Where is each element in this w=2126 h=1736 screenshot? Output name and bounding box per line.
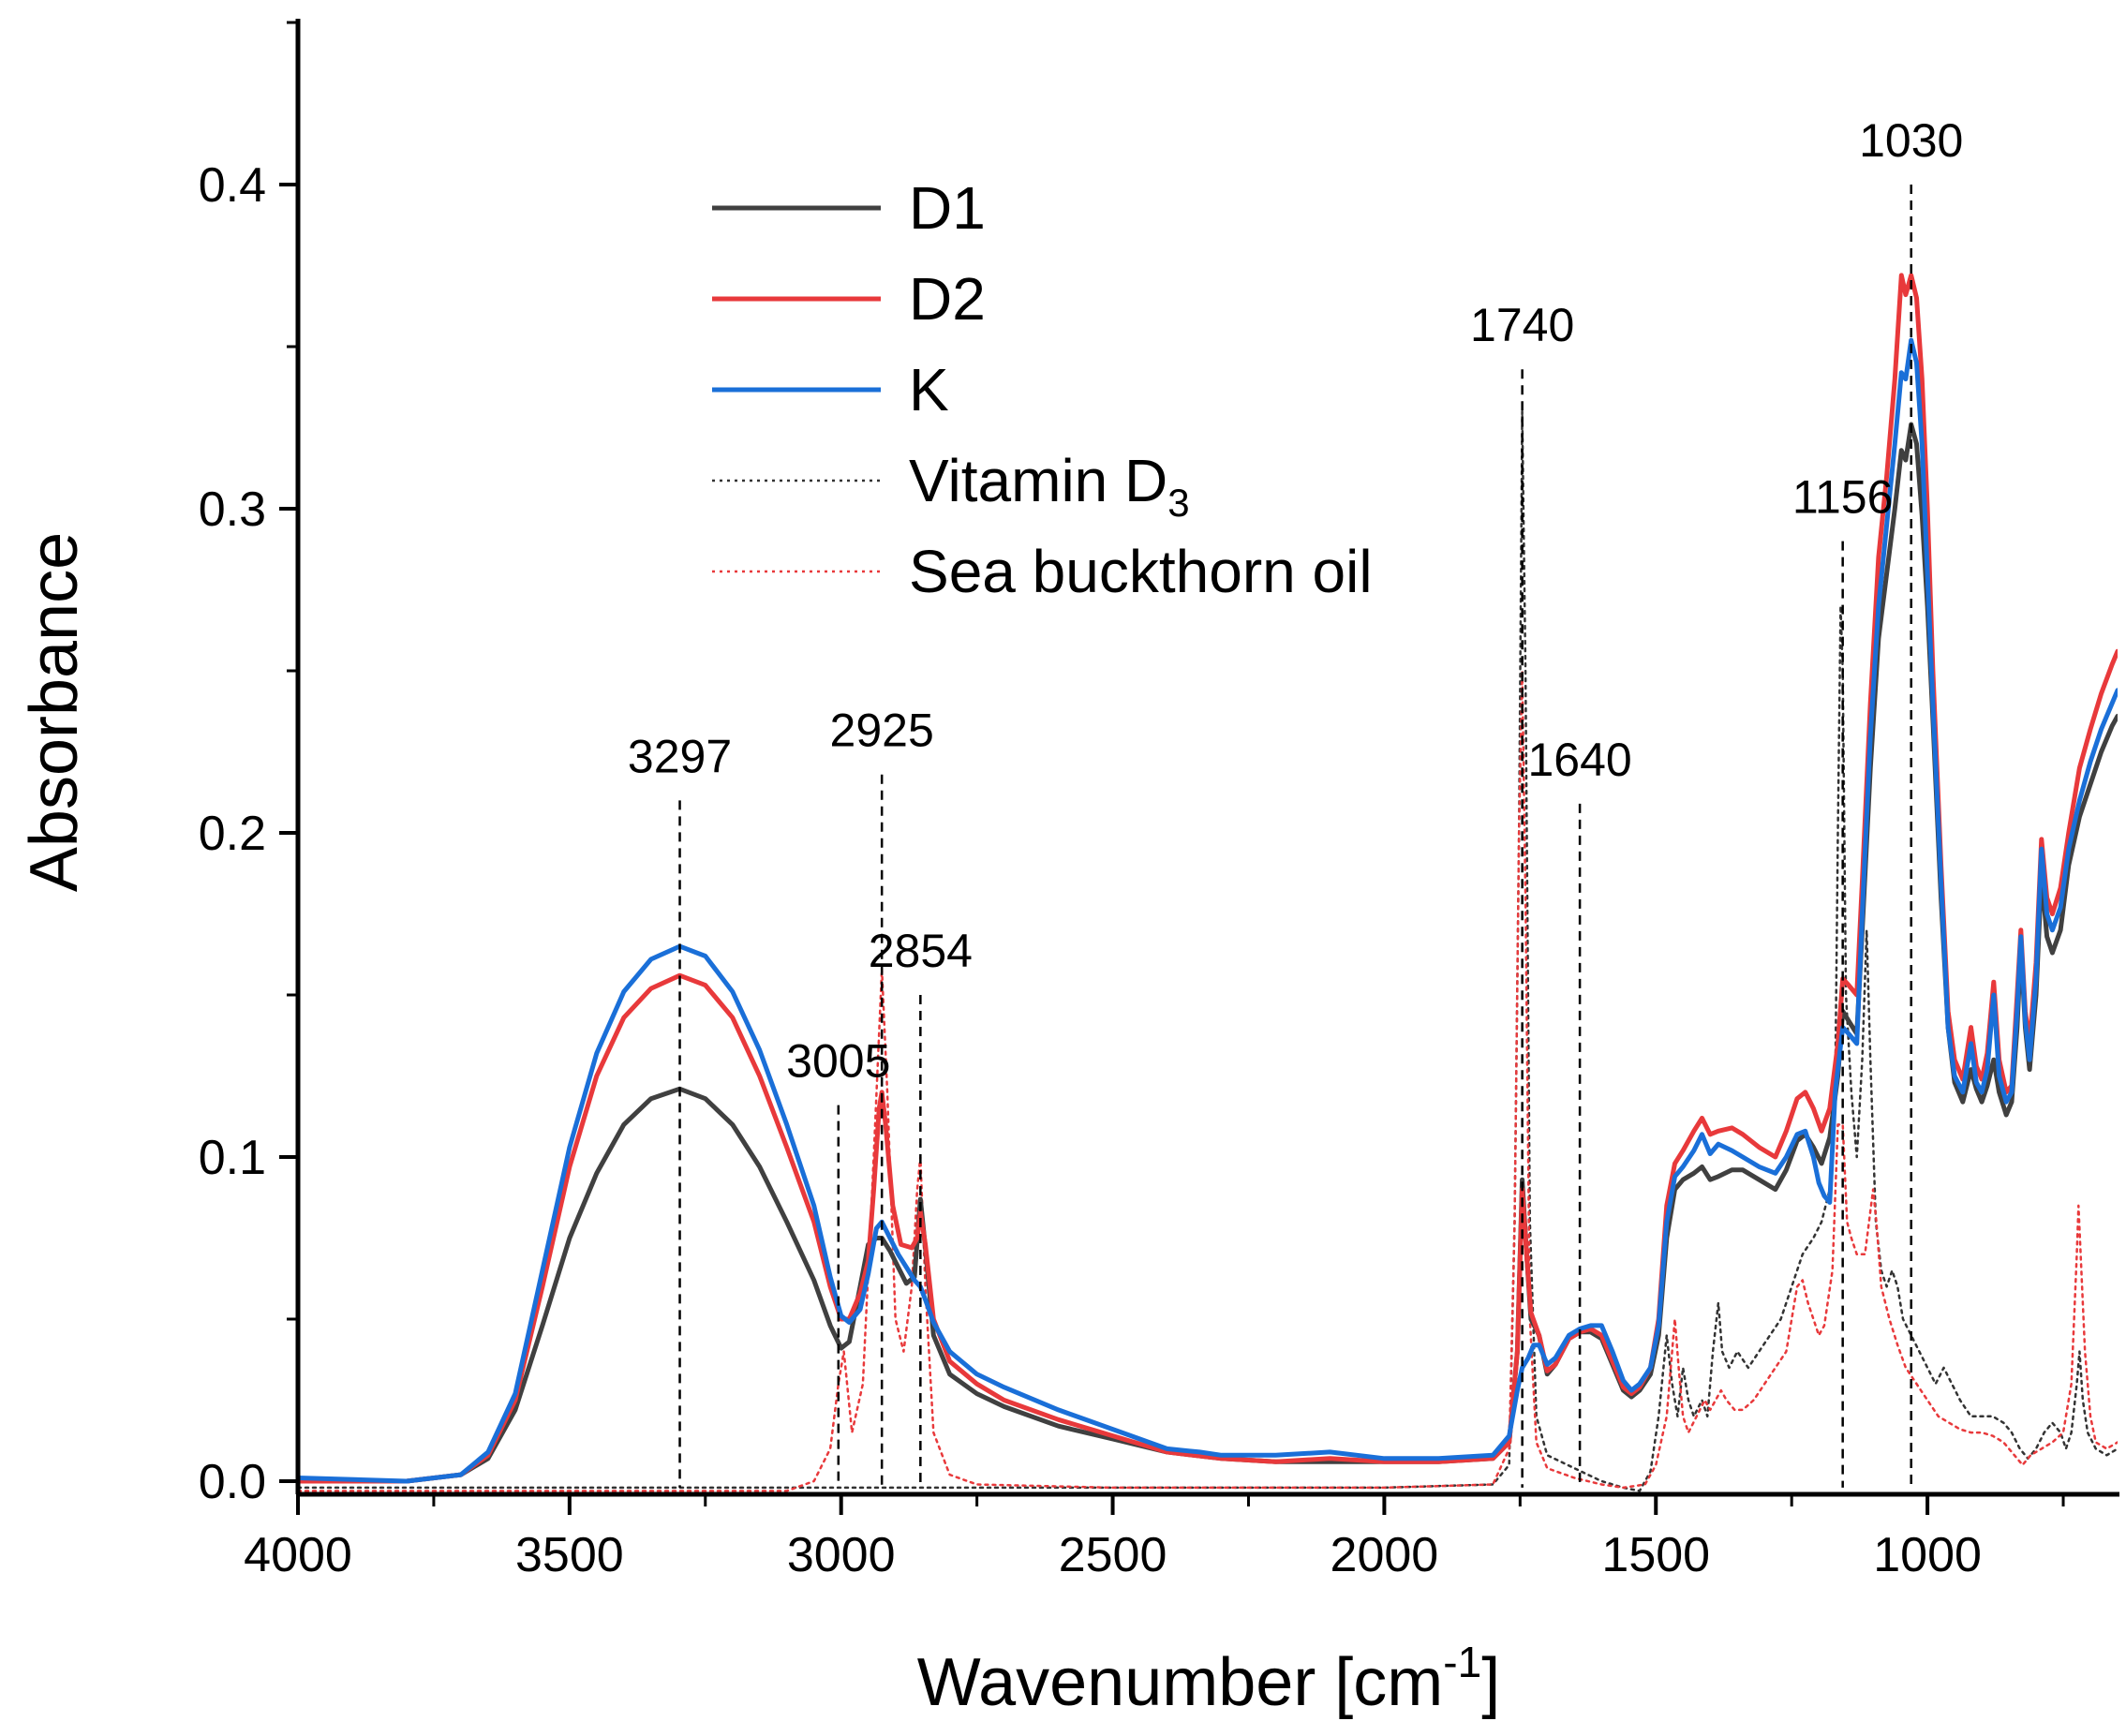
x-tick-label: 4000 — [244, 1528, 352, 1582]
legend-label-vitamin-d: Vitamin D3 — [909, 447, 1190, 525]
series-line-k — [298, 337, 2118, 1484]
peak-label-3005: 3005 — [786, 1035, 890, 1088]
legend: D1 D2 K Vitamin D3 Sea buckthorn oil — [712, 174, 1373, 605]
legend-label-text: D1 — [909, 174, 986, 242]
x-axis-title-main: Wavenumber [cm — [917, 1645, 1443, 1720]
peak-label-1640: 1640 — [1527, 734, 1631, 786]
x-tick-label: 1500 — [1601, 1528, 1710, 1582]
y-tick-label: 0.0 — [199, 1455, 266, 1509]
series-line-vitamin-d3 — [298, 409, 2118, 1492]
x-tick-label: 3500 — [515, 1528, 624, 1582]
x-axis-title-sup: -1 — [1443, 1638, 1481, 1686]
x-axis-title-end: ] — [1481, 1645, 1500, 1720]
series-line-sea-buckthorn-oil — [298, 669, 2118, 1492]
peak-label-1740: 1740 — [1470, 299, 1574, 351]
peak-label-2925: 2925 — [830, 705, 934, 757]
legend-label-text: Vitamin D — [909, 447, 1167, 514]
legend-label-k: K — [909, 356, 949, 423]
x-tick-label: 2000 — [1331, 1528, 1439, 1582]
y-axis-title: Absorbance — [17, 532, 92, 892]
legend-label-text: D2 — [909, 265, 986, 333]
annotation-layer: 3297 3005 2925 2854 1740 1640 1156 1030 — [628, 114, 1963, 1488]
legend-label-text: Sea buckthorn oil — [909, 538, 1373, 605]
x-tick-label: 2500 — [1059, 1528, 1167, 1582]
x-tick-label: 1000 — [1873, 1528, 1982, 1582]
peak-label-3297: 3297 — [628, 730, 732, 782]
legend-label-sea-buckthorn-oil: Sea buckthorn oil — [909, 538, 1373, 605]
y-tick-label: 0.2 — [199, 807, 266, 861]
peak-label-2854: 2854 — [869, 925, 973, 977]
peak-label-1156: 1156 — [1792, 471, 1894, 524]
legend-label-text: K — [909, 356, 949, 423]
legend-label-d1: D1 — [909, 174, 986, 242]
x-axis-title: Wavenumber [cm-1] — [917, 1638, 1500, 1720]
x-tick-label: 3000 — [787, 1528, 896, 1582]
y-tick-label: 0.4 — [199, 158, 266, 213]
y-tick-label: 0.1 — [199, 1131, 266, 1185]
peak-label-1030: 1030 — [1859, 114, 1963, 167]
y-tick-label: 0.3 — [199, 482, 266, 537]
legend-label-d2: D2 — [909, 265, 986, 333]
series-layer — [298, 273, 2118, 1492]
legend-label-subscript: 3 — [1167, 481, 1189, 525]
tick-layer: 4000 3500 3000 2500 2000 1500 1000 0.0 0.1 0.2 0.3… — [199, 21, 2065, 1582]
